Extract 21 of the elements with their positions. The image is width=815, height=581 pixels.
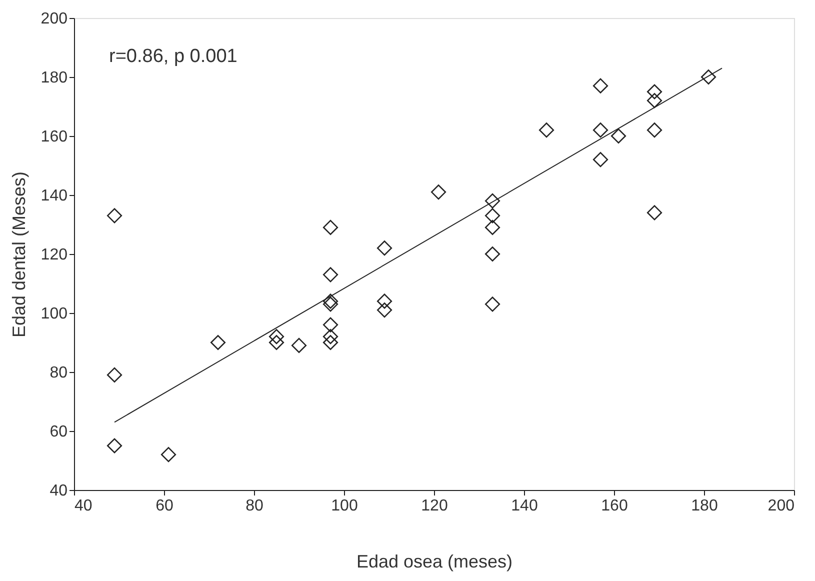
y-tick-label: 120 (40, 246, 68, 264)
y-tick-label: 180 (40, 70, 68, 86)
y-tick-label: 60 (50, 424, 68, 440)
y-tick-label: 100 (40, 306, 68, 322)
x-axis-title: Edad osea (meses) (356, 552, 513, 572)
x-tick-label: 140 (511, 498, 538, 514)
x-tick-label: 100 (331, 498, 358, 514)
x-tick-label: 80 (246, 498, 264, 514)
y-tick-label: 40 (50, 482, 68, 500)
x-tick-label: 60 (156, 498, 174, 514)
x-tick-label: 40 (74, 498, 92, 514)
y-tick-label: 80 (50, 364, 68, 382)
y-tick-label: 140 (40, 188, 68, 204)
x-tick-label: 120 (421, 498, 448, 514)
y-tick-label: 160 (40, 128, 68, 146)
y-axis-title: Edad dental (Meses) (8, 171, 29, 338)
x-tick-label: 160 (601, 498, 628, 514)
annotation: r=0.86, p 0.001 (109, 46, 238, 67)
x-tick-label: 200 (768, 498, 795, 514)
x-tick-label: 180 (691, 498, 718, 514)
y-tick-label: 200 (40, 10, 68, 28)
